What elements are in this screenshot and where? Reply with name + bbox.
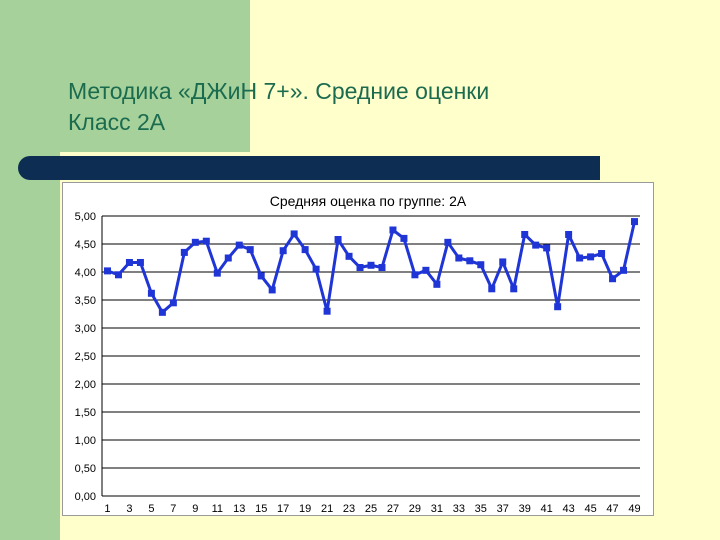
data-point	[378, 264, 386, 272]
data-point	[312, 265, 320, 273]
chart-frame	[62, 182, 654, 516]
data-point	[422, 266, 430, 274]
x-tick-label: 29	[409, 503, 421, 515]
data-point	[323, 307, 331, 315]
y-tick-label: 3,00	[75, 323, 96, 335]
x-tick-label: 41	[541, 503, 553, 515]
y-tick-label: 0,50	[75, 463, 96, 475]
x-tick-label: 9	[192, 503, 198, 515]
slide-title: Методика «ДЖиН 7+». Средние оценки Класс…	[68, 76, 698, 138]
y-tick-label: 1,50	[75, 407, 96, 419]
data-point	[213, 269, 221, 277]
x-tick-label: 13	[233, 503, 245, 515]
data-point	[455, 254, 463, 262]
data-point	[224, 254, 232, 262]
data-point	[554, 303, 562, 311]
data-point	[334, 236, 342, 244]
data-point	[356, 264, 364, 272]
x-tick-label: 7	[170, 503, 176, 515]
x-tick-label: 3	[126, 503, 132, 515]
data-point	[466, 257, 474, 265]
x-tick-label: 35	[475, 503, 487, 515]
data-point	[444, 238, 452, 246]
data-point	[532, 241, 540, 249]
x-tick-label: 43	[563, 503, 575, 515]
data-point	[367, 261, 375, 269]
top-left-accent-block	[0, 0, 250, 152]
data-point	[136, 258, 144, 266]
slide-title-line-2: Класс 2А	[68, 109, 166, 135]
data-point	[620, 266, 628, 274]
y-tick-label: 1,00	[75, 435, 96, 447]
x-tick-label: 31	[431, 503, 443, 515]
data-point	[158, 308, 166, 316]
x-tick-label: 17	[277, 503, 289, 515]
data-point	[169, 299, 177, 307]
x-tick-label: 23	[343, 503, 355, 515]
y-tick-label: 0,00	[75, 491, 96, 503]
x-tick-label: 11	[212, 503, 223, 515]
x-tick-label: 25	[365, 503, 377, 515]
data-point	[565, 230, 573, 238]
x-tick-label: 27	[387, 503, 399, 515]
x-tick-label: 33	[453, 503, 465, 515]
x-tick-label: 47	[606, 503, 618, 515]
x-tick-label: 37	[497, 503, 509, 515]
chart-title: Средняя оценка по группе: 2А	[270, 193, 467, 209]
y-tick-label: 5,00	[75, 211, 96, 223]
data-point	[389, 226, 397, 234]
data-point	[180, 248, 188, 256]
data-point	[235, 241, 243, 249]
data-point	[631, 218, 639, 226]
data-point	[191, 238, 199, 246]
y-tick-label: 2,50	[75, 351, 96, 363]
data-point	[103, 267, 111, 275]
title-divider-bar	[18, 156, 600, 180]
data-point	[477, 261, 485, 269]
data-point	[246, 246, 254, 254]
data-point	[268, 286, 276, 294]
x-tick-label: 19	[299, 503, 311, 515]
data-point	[598, 250, 606, 258]
y-tick-label: 3,50	[75, 295, 96, 307]
data-point	[587, 253, 595, 261]
data-point	[202, 237, 210, 245]
data-point	[114, 271, 122, 279]
data-point	[125, 258, 133, 266]
data-point	[257, 272, 265, 280]
data-point	[510, 285, 518, 293]
data-point	[345, 252, 353, 260]
x-tick-label: 45	[584, 503, 596, 515]
data-point	[543, 244, 551, 252]
data-point	[279, 247, 287, 255]
y-tick-label: 2,00	[75, 379, 96, 391]
x-tick-label: 39	[519, 503, 531, 515]
data-point	[301, 246, 309, 254]
data-point	[609, 275, 617, 283]
y-tick-label: 4,00	[75, 267, 96, 279]
data-point	[147, 289, 155, 297]
data-point	[499, 258, 507, 266]
data-point	[411, 271, 419, 279]
x-tick-label: 15	[255, 503, 267, 515]
x-tick-label: 5	[148, 503, 154, 515]
data-point	[433, 280, 441, 288]
data-point	[400, 234, 408, 242]
data-point	[488, 285, 496, 293]
data-point	[521, 230, 529, 238]
x-tick-label: 1	[104, 503, 110, 515]
x-tick-label: 21	[321, 503, 333, 515]
data-point	[576, 254, 584, 262]
y-tick-label: 4,50	[75, 239, 96, 251]
data-point	[290, 230, 298, 238]
slide-title-line-1: Методика «ДЖиН 7+». Средние оценки	[68, 78, 490, 104]
x-tick-label: 49	[628, 503, 640, 515]
